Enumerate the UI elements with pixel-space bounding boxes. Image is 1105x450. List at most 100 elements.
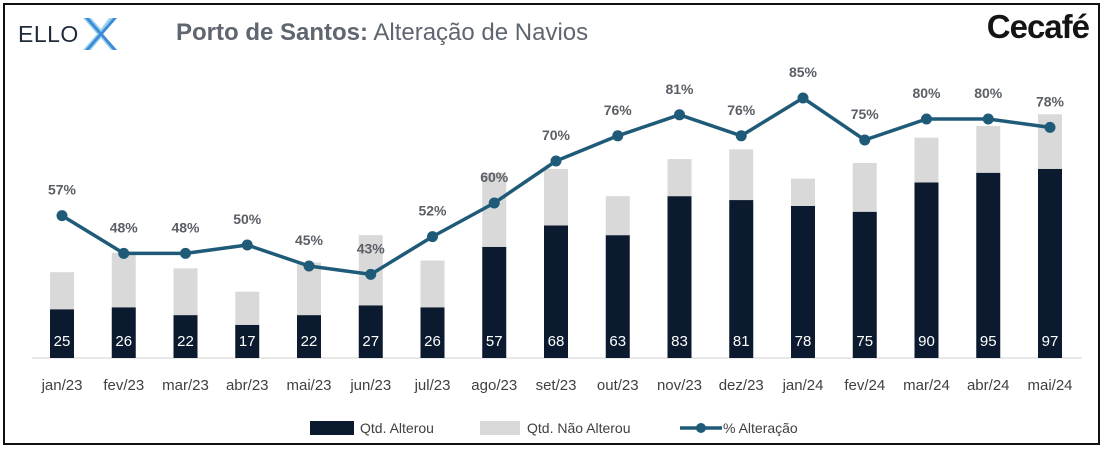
- x-tick-nov-23: nov/23: [657, 377, 702, 394]
- bar-nao-alterou-dez-23: [729, 149, 754, 201]
- x-tick-jul-23: jul/23: [414, 377, 451, 394]
- value-label-jun-23: 27: [362, 333, 379, 350]
- percent-label-jan-23: 57%: [48, 182, 77, 198]
- bar-nao-alterou-fev-23: [111, 252, 136, 308]
- point-percent-fev-23: [118, 247, 130, 259]
- ello-logo-text: ELLO: [18, 20, 79, 47]
- bar-alterou-set-23: [544, 225, 568, 358]
- x-tick-mar-24: mar/24: [903, 377, 950, 394]
- bar-alterou-mar-24: [914, 182, 939, 358]
- legend-label-alterou: Qtd. Alterou: [360, 420, 434, 436]
- bar-nao-alterou-ago-23: [482, 172, 507, 247]
- point-percent-jan-23: [56, 210, 68, 222]
- bar-alterou-fev-23: [111, 307, 136, 358]
- x-tick-mai-23: mai/23: [286, 377, 331, 394]
- ello-x-icon: [82, 18, 117, 50]
- bar-alterou-jun-23: [358, 305, 383, 358]
- bar-alterou-mai-23: [297, 315, 321, 358]
- bar-alterou-nov-23: [667, 196, 692, 358]
- x-tick-abr-24: abr/24: [967, 377, 1010, 394]
- value-label-mar-23: 22: [177, 333, 194, 350]
- cecafe-logo: Cecafé: [986, 8, 1090, 45]
- bar-alterou-dez-23: [729, 200, 754, 358]
- point-percent-mar-23: [180, 247, 191, 259]
- percent-label-out-23: 76%: [604, 102, 633, 118]
- x-tick-mar-23: mar/23: [162, 377, 209, 394]
- point-percent-out-23: [612, 130, 624, 142]
- bar-nao-alterou-jul-23: [420, 260, 445, 308]
- bar-alterou-jul-23: [420, 307, 445, 358]
- percent-label-jul-23: 52%: [418, 203, 447, 219]
- value-label-mar-24: 90: [918, 333, 935, 350]
- value-label-fev-24: 75: [856, 333, 873, 350]
- bar-nao-alterou-mar-24: [914, 137, 939, 183]
- bar-nao-alterou-set-23: [544, 168, 568, 226]
- point-percent-mai-23: [303, 260, 315, 272]
- value-label-jan-24: 78: [795, 333, 812, 350]
- x-tick-jan-23: jan/23: [41, 377, 83, 394]
- point-percent-set-23: [550, 155, 562, 167]
- bar-alterou-out-23: [605, 235, 630, 358]
- bar-alterou-mar-23: [173, 315, 198, 358]
- point-percent-jul-23: [427, 231, 438, 243]
- legend-item-nao-alterou: Qtd. Não Alterou: [480, 420, 631, 436]
- value-label-dez-23: 81: [733, 333, 750, 350]
- bar-nao-alterou-abr-24: [976, 125, 1001, 173]
- bar-alterou-abr-24: [976, 172, 1001, 358]
- chart-title: Porto de Santos: Alteração de Navios: [176, 19, 588, 47]
- chart-title-regular: Alteração de Navios: [368, 19, 589, 46]
- percent-label-nov-23: 81%: [665, 81, 694, 97]
- bar-alterou-abr-23: [235, 324, 260, 358]
- bar-alterou-jan-23: [50, 309, 74, 358]
- x-tick-ago-23: ago/23: [471, 377, 517, 394]
- legend-item-percent: % Alteração: [680, 420, 798, 436]
- x-tick-abr-23: abr/23: [226, 377, 269, 394]
- x-tick-fev-23: fev/23: [103, 377, 144, 394]
- bar-alterou-jan-24: [791, 205, 815, 358]
- value-label-mai-23: 22: [301, 333, 318, 350]
- percent-label-jun-23: 43%: [357, 240, 386, 256]
- x-tick-fev-24: fev/24: [844, 377, 885, 394]
- legend-label-nao-alterou: Qtd. Não Alterou: [527, 420, 631, 436]
- value-label-abr-24: 95: [980, 333, 997, 350]
- value-label-out-23: 63: [609, 333, 626, 350]
- bar-nao-alterou-jan-24: [791, 178, 815, 206]
- point-percent-jun-23: [365, 268, 377, 280]
- bar-alterou-ago-23: [482, 246, 507, 358]
- legend-swatch-point: [696, 423, 706, 433]
- legend-item-alterou: Qtd. Alterou: [310, 420, 434, 436]
- bar-nao-alterou-jan-23: [50, 272, 74, 310]
- value-label-ago-23: 57: [486, 333, 503, 350]
- percent-label-abr-24: 80%: [974, 85, 1003, 101]
- value-label-abr-23: 17: [239, 333, 256, 350]
- bar-nao-alterou-mar-23: [173, 268, 198, 316]
- ello-logo: ELLO: [18, 14, 119, 54]
- bar-nao-alterou-nov-23: [667, 159, 692, 197]
- bar-nao-alterou-out-23: [605, 196, 630, 236]
- percent-label-mar-23: 48%: [171, 219, 200, 235]
- point-percent-dez-23: [735, 130, 747, 142]
- legend-label-percent: % Alteração: [723, 420, 798, 436]
- legend-swatch-alterou: [310, 421, 354, 435]
- x-tick-dez-23: dez/23: [719, 377, 764, 394]
- bar-nao-alterou-fev-24: [852, 163, 877, 212]
- percent-label-mar-24: 80%: [912, 85, 941, 101]
- value-label-jan-23: 25: [54, 333, 71, 350]
- value-label-jul-23: 26: [424, 333, 441, 350]
- value-label-fev-23: 26: [115, 333, 132, 350]
- point-percent-fev-24: [859, 134, 871, 146]
- value-label-mai-24: 97: [1042, 333, 1059, 350]
- point-percent-abr-24: [982, 113, 994, 125]
- percent-label-abr-23: 50%: [233, 211, 262, 227]
- percent-label-mai-24: 78%: [1036, 93, 1065, 109]
- percent-label-fev-23: 48%: [110, 219, 139, 235]
- value-label-nov-23: 83: [671, 333, 688, 350]
- point-percent-mai-24: [1044, 121, 1056, 133]
- percent-label-ago-23: 60%: [480, 169, 509, 185]
- x-tick-set-23: set/23: [536, 377, 577, 394]
- point-percent-jan-24: [797, 92, 809, 104]
- x-tick-jan-24: jan/24: [782, 377, 824, 394]
- point-percent-nov-23: [674, 109, 685, 121]
- x-tick-out-23: out/23: [597, 377, 639, 394]
